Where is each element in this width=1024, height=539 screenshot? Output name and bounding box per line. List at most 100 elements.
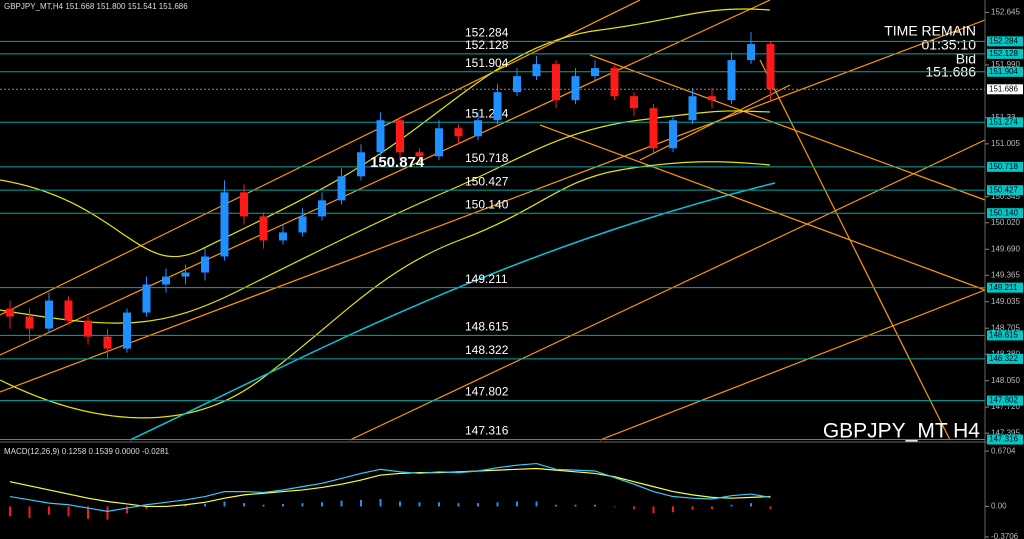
band-lower — [0, 161, 771, 419]
level-label: 149.211 — [465, 272, 508, 286]
level-tag-label: 150.140 — [989, 208, 1018, 217]
candle-body — [474, 120, 482, 137]
candle-body — [532, 64, 541, 77]
histogram-bar — [613, 506, 616, 508]
price-label: 150.874 — [370, 154, 425, 171]
level-tag-label: 152.128 — [989, 49, 1018, 58]
candle-body — [493, 92, 502, 121]
candle-body — [123, 312, 131, 349]
candle-body — [630, 96, 638, 109]
bid-label: Bid — [956, 51, 976, 67]
candle-body — [64, 300, 73, 321]
candle-body — [45, 300, 53, 329]
level-tag — [987, 66, 1023, 77]
histogram-bar — [457, 503, 460, 507]
candle-body — [201, 256, 209, 273]
candle-body — [240, 192, 248, 217]
histogram-bar — [321, 502, 323, 507]
histogram-bar — [769, 506, 772, 509]
candle-body — [688, 96, 697, 121]
histogram-bar — [301, 503, 304, 507]
histogram-bar — [750, 503, 752, 507]
level-tag — [987, 282, 1023, 293]
candle-body — [181, 272, 190, 277]
histogram-bar — [711, 506, 713, 509]
level-label: 148.322 — [465, 343, 509, 357]
histogram-bar — [67, 506, 70, 517]
histogram-bar — [691, 506, 694, 510]
histogram-bar — [223, 501, 226, 507]
y-tick-label: 147.720 — [991, 402, 1020, 411]
level-tag — [987, 48, 1023, 59]
level-tag — [987, 36, 1023, 47]
time-remain: 01:35:10 — [922, 37, 977, 53]
candle-body — [591, 68, 599, 77]
candle-body — [766, 44, 775, 89]
histogram-bar — [360, 499, 362, 507]
bands — [0, 8, 771, 419]
y-tick-label: 150.020 — [991, 218, 1020, 227]
candle-body — [396, 120, 404, 153]
level-tag — [987, 434, 1023, 445]
histogram-bar — [399, 501, 401, 507]
histogram-bar — [574, 504, 577, 507]
histogram-bar — [418, 502, 421, 507]
level-label: 147.802 — [465, 385, 509, 399]
level-tag-label: 151.904 — [989, 67, 1018, 76]
candle-body — [571, 76, 580, 101]
histogram-bar — [438, 502, 440, 507]
level-tag-label: 150.427 — [989, 185, 1018, 194]
candle-body — [708, 96, 716, 101]
level-label: 151.274 — [465, 106, 509, 120]
moving-average — [129, 182, 776, 441]
level-tag — [987, 330, 1023, 341]
level-tag — [987, 185, 1023, 196]
histogram-bar — [145, 506, 148, 509]
candle-body — [298, 216, 307, 233]
level-tag — [987, 395, 1023, 406]
histogram-bar — [184, 504, 187, 507]
histogram-bar — [9, 506, 11, 517]
histogram-bar — [496, 502, 499, 507]
candle-body — [376, 120, 385, 153]
y-tick-label: -0.3706 — [991, 532, 1019, 539]
level-label: 148.615 — [465, 320, 509, 334]
band-middle — [0, 110, 771, 324]
candle-body — [454, 128, 463, 137]
level-tag-label: 150.718 — [989, 162, 1018, 171]
watermark: GBPJPY_MT H4 — [823, 420, 980, 443]
candle-body — [318, 200, 326, 217]
histogram-bar — [672, 506, 674, 513]
histogram-bar — [594, 504, 596, 507]
level-tag — [987, 353, 1023, 364]
candle-body — [747, 44, 755, 61]
level-label: 152.128 — [465, 38, 509, 52]
y-tick-label: 151.005 — [991, 139, 1020, 148]
candle-body — [669, 120, 677, 149]
candle-body — [649, 108, 658, 149]
y-tick-label: 0.00 — [991, 502, 1007, 511]
histogram-bar — [243, 503, 245, 507]
candle-body — [142, 284, 151, 313]
histogram-bar — [633, 506, 635, 509]
level-tag-label: 149.211 — [989, 283, 1018, 292]
bid-tag — [987, 84, 1023, 95]
histogram-bar — [48, 506, 50, 515]
candle-body — [25, 316, 34, 329]
level-label: 152.284 — [465, 26, 509, 40]
histogram-bar — [535, 501, 538, 507]
level-tag-label: 148.615 — [989, 331, 1018, 340]
y-tick-label: 148.705 — [991, 323, 1020, 332]
histogram-bar — [262, 504, 265, 507]
level-tag-label: 151.274 — [989, 117, 1018, 126]
histogram-bar — [379, 499, 382, 507]
y-tick-label: 147.395 — [991, 428, 1020, 437]
level-tag — [987, 208, 1023, 219]
chart-title: GBPJPY_MT,H4 151.668 151.800 151.541 151… — [4, 2, 188, 11]
trend-line — [599, 289, 986, 441]
histogram-bar — [477, 503, 479, 507]
candle-body — [337, 176, 346, 201]
level-tag — [987, 117, 1023, 128]
